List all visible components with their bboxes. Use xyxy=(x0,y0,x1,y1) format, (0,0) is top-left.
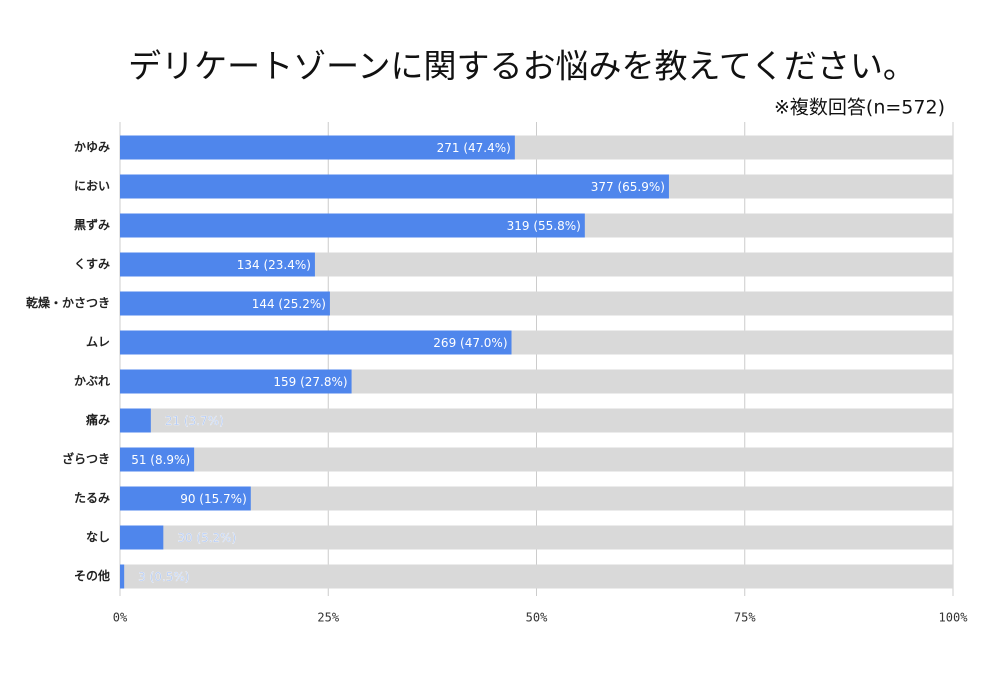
chart-title: デリケートゾーンに関するお悩みを教えてください。 xyxy=(128,47,916,86)
x-tick-label: 50% xyxy=(526,611,548,625)
y-tick-label: その他 xyxy=(74,568,110,583)
bar xyxy=(120,135,515,160)
bar xyxy=(120,486,251,511)
chart-subtitle: ※複数回答(n=572) xyxy=(774,97,945,119)
data-label: 51 (8.9%) xyxy=(131,453,190,467)
bar-track xyxy=(120,525,953,550)
bar-track xyxy=(120,408,953,433)
bar xyxy=(120,213,585,238)
bar-track xyxy=(120,564,953,589)
bar xyxy=(120,447,195,472)
bar xyxy=(120,408,151,433)
x-tick-label: 0% xyxy=(113,611,128,625)
data-label: 269 (47.0%) xyxy=(433,336,507,350)
y-tick-label: かゆみ xyxy=(74,140,110,154)
x-tick-label: 100% xyxy=(939,611,969,625)
y-tick-label: 乾燥・かさつき xyxy=(26,295,110,310)
data-label: 144 (25.2%) xyxy=(252,297,326,311)
data-label: 30 (5.2%) xyxy=(177,531,236,545)
data-label: 271 (47.4%) xyxy=(437,141,511,155)
x-tick-label: 25% xyxy=(317,611,339,625)
data-label: 319 (55.8%) xyxy=(507,219,581,233)
y-tick-label: 痛み xyxy=(85,412,110,427)
bar-track xyxy=(120,447,953,472)
y-tick-label: なし xyxy=(86,530,110,544)
bar xyxy=(120,252,315,277)
bar xyxy=(120,174,669,199)
data-label: 159 (27.8%) xyxy=(273,375,347,389)
y-tick-label: くすみ xyxy=(74,257,110,271)
bar xyxy=(120,564,125,589)
y-tick-label: かぶれ xyxy=(74,374,110,388)
bar xyxy=(120,291,330,316)
data-label: 134 (23.4%) xyxy=(237,258,311,272)
y-tick-label: ムレ xyxy=(86,335,110,349)
data-label: 377 (65.9%) xyxy=(591,180,665,194)
data-label: 90 (15.7%) xyxy=(180,492,247,506)
data-label: 21 (3.7%) xyxy=(165,414,224,428)
bar xyxy=(120,369,352,394)
bar xyxy=(120,525,164,550)
x-tick-label: 75% xyxy=(734,611,756,625)
bar-track xyxy=(120,486,953,511)
y-tick-label: 黒ずみ xyxy=(74,217,110,232)
y-tick-label: ざらつき xyxy=(62,451,110,466)
bar xyxy=(120,330,512,355)
y-tick-label: たるみ xyxy=(74,491,110,505)
y-tick-label: におい xyxy=(74,179,110,193)
data-label: 3 (0.5%) xyxy=(138,570,189,584)
